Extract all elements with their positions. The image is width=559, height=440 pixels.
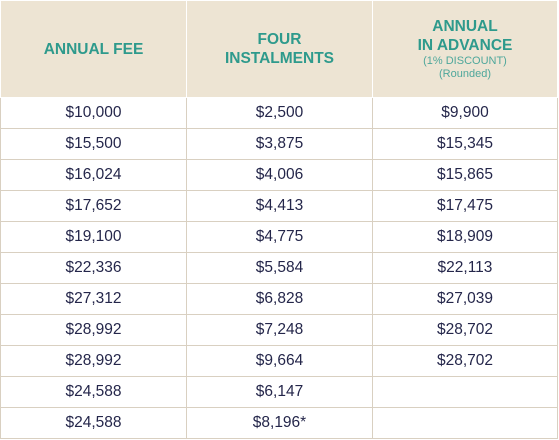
table-row: $24,588 $8,196*: [0, 407, 558, 439]
table-row: $28,992 $9,664 $28,702: [0, 345, 558, 377]
annual-in-advance-cell: $27,039: [372, 283, 558, 315]
annual-in-advance-cell: [372, 407, 558, 439]
four-instalments-cell: $4,413: [186, 190, 373, 222]
annual-fee-cell: $27,312: [0, 283, 187, 315]
annual-fee-cell: $16,024: [0, 159, 187, 191]
annual-in-advance-cell: $15,345: [372, 128, 558, 160]
table-row: $22,336 $5,584 $22,113: [0, 252, 558, 284]
annual-fee-cell: $15,500: [0, 128, 187, 160]
four-instalments-cell: $4,775: [186, 221, 373, 253]
annual-in-advance-cell: [372, 376, 558, 408]
header-annual-fee: ANNUAL FEE: [0, 0, 187, 98]
table-row: $17,652 $4,413 $17,475: [0, 190, 558, 222]
table-row: $15,500 $3,875 $15,345: [0, 128, 558, 160]
four-instalments-cell: $7,248: [186, 314, 373, 346]
annual-in-advance-cell: $18,909: [372, 221, 558, 253]
table-row: $10,000 $2,500 $9,900: [0, 97, 558, 129]
four-instalments-cell: $2,500: [186, 97, 373, 129]
annual-in-advance-cell: $17,475: [372, 190, 558, 222]
annual-in-advance-cell: $15,865: [372, 159, 558, 191]
four-instalments-cell: $3,875: [186, 128, 373, 160]
header-four-instalments-line2: INSTALMENTS: [224, 50, 335, 67]
fee-table-body: $10,000 $2,500 $9,900 $15,500 $3,875 $15,345 $…: [0, 97, 558, 439]
header-annual-in-advance-line1: ANNUAL: [432, 18, 498, 35]
four-instalments-cell: $4,006: [186, 159, 373, 191]
header-four-instalments: FOUR INSTALMENTS: [186, 0, 373, 98]
annual-fee-cell: $24,588: [0, 376, 187, 408]
header-annual-in-advance-line2: IN ADVANCE: [417, 37, 513, 54]
annual-fee-cell: $28,992: [0, 345, 187, 377]
four-instalments-cell: $9,664: [186, 345, 373, 377]
annual-in-advance-cell: $28,702: [372, 345, 558, 377]
four-instalments-cell: $6,828: [186, 283, 373, 315]
annual-in-advance-cell: $22,113: [372, 252, 558, 284]
annual-fee-cell: $10,000: [0, 97, 187, 129]
header-annual-fee-label: ANNUAL FEE: [43, 40, 144, 58]
four-instalments-cell: $8,196*: [186, 407, 373, 439]
annual-fee-cell: $28,992: [0, 314, 187, 346]
header-discount-note: (1% DISCOUNT): [423, 55, 507, 67]
table-row: $28,992 $7,248 $28,702: [0, 314, 558, 346]
fee-table-header: ANNUAL FEE FOUR INSTALMENTS ANNUAL IN AD…: [0, 0, 558, 98]
four-instalments-cell: $6,147: [186, 376, 373, 408]
table-row: $27,312 $6,828 $27,039: [0, 283, 558, 315]
header-row: ANNUAL FEE FOUR INSTALMENTS ANNUAL IN AD…: [0, 0, 558, 98]
annual-fee-cell: $19,100: [0, 221, 187, 253]
header-annual-in-advance: ANNUAL IN ADVANCE (1% DISCOUNT) (Rounded…: [372, 0, 558, 98]
annual-fee-cell: $17,652: [0, 190, 187, 222]
annual-fee-cell: $22,336: [0, 252, 187, 284]
annual-fee-cell: $24,588: [0, 407, 187, 439]
four-instalments-cell: $5,584: [186, 252, 373, 284]
header-rounded-note: (Rounded): [439, 68, 491, 80]
table-row: $24,588 $6,147: [0, 376, 558, 408]
header-four-instalments-line1: FOUR: [257, 31, 302, 48]
annual-in-advance-cell: $9,900: [372, 97, 558, 129]
table-row: $19,100 $4,775 $18,909: [0, 221, 558, 253]
annual-in-advance-cell: $28,702: [372, 314, 558, 346]
table-row: $16,024 $4,006 $15,865: [0, 159, 558, 191]
